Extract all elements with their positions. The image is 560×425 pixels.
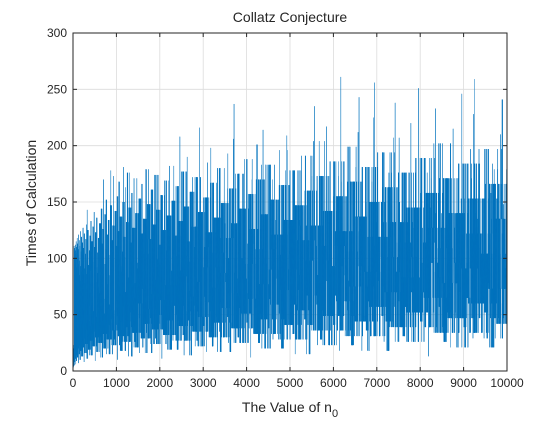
x-tick-label: 3000 <box>190 376 217 390</box>
y-axis-title: Times of Calculation <box>23 140 39 266</box>
x-tick-label: 4000 <box>233 376 260 390</box>
x-tick-label: 8000 <box>407 376 434 390</box>
x-tick-label: 10000 <box>490 376 524 390</box>
y-tick-label: 200 <box>47 139 67 153</box>
x-axis-title-subscript: 0 <box>332 408 338 420</box>
y-tick-label: 50 <box>54 308 68 322</box>
x-tick-label: 5000 <box>277 376 304 390</box>
x-tick-label: 0 <box>70 376 77 390</box>
x-tick-label: 6000 <box>320 376 347 390</box>
x-tick-label: 2000 <box>146 376 173 390</box>
y-tick-label: 0 <box>60 364 67 378</box>
x-tick-label: 7000 <box>363 376 390 390</box>
series-line <box>72 76 508 372</box>
x-tick-label: 1000 <box>103 376 130 390</box>
ticks: 0 1000 2000 3000 4000 5000 6000 7000 8000 9000 100… <box>47 26 524 390</box>
x-axis-title: The Value of n0 <box>242 399 338 420</box>
y-tick-label: 150 <box>47 195 67 209</box>
chart-title: Collatz Conjecture <box>233 9 348 25</box>
x-tick-label: 9000 <box>450 376 477 390</box>
y-tick-label: 300 <box>47 26 67 40</box>
y-tick-label: 100 <box>47 251 67 265</box>
y-tick-label: 250 <box>47 82 67 96</box>
x-axis-title-text: The Value of n <box>242 399 332 415</box>
